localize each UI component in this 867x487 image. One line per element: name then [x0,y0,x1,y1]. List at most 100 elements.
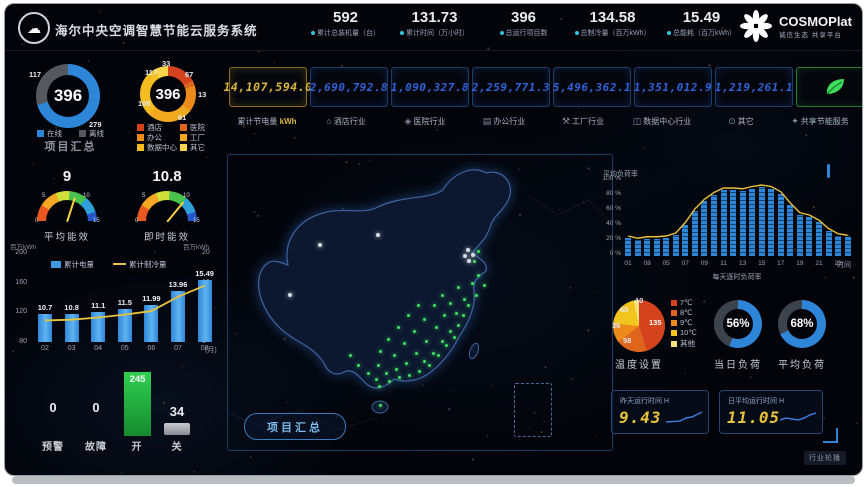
industry-carousel-note[interactable]: 行业轮播 [804,451,846,465]
legend-10c: 10℃ [671,328,697,337]
project-marker [482,283,486,287]
swatch [137,144,144,151]
avg-runtime-value: 11.05 [727,408,781,427]
project-marker [378,403,382,407]
swatch [137,124,144,131]
project-marker [424,339,428,343]
daily-load-value: 56% [726,318,750,330]
project-marker [462,297,466,301]
pie-9c-value: 36 [612,321,621,330]
swatch [137,134,144,141]
swatch [180,134,187,141]
daily-load-label: 当日负荷 [714,360,762,371]
brand-logo: COSMOPlat 诚信生态 共享平台 [739,9,852,43]
project-marker [440,293,444,297]
swatch [79,130,86,137]
scroll-indicator[interactable] [827,164,830,178]
fault-value: 0 [92,400,100,415]
load-bar [816,222,822,256]
project-marker-alt [318,243,322,247]
project-marker [356,363,360,367]
header-stats: 592 累计总装机量（台） 131.73 累计时间（万小时） 396 总运行项目… [301,8,749,38]
project-marker [386,337,390,341]
avg-runtime-title: 日平均运行时间 H [728,398,784,405]
industry-donut-total: 396 [155,85,181,103]
temperature-title: 温度设置 [615,360,663,371]
header: ☁ 海尔中央空调智慧节能云服务系统 592 累计总装机量（台） 131.73 累… [5,4,862,51]
load-bar [663,238,670,256]
kpi-other[interactable]: 1,219,261.1 [715,67,793,107]
legend-7c: 7℃ [671,298,693,307]
south-sea-inset [514,383,552,437]
china-map [228,169,610,431]
energy-bar [144,305,159,342]
yesterday-runtime-value: 9.43 [619,408,662,427]
energy-bar [197,279,212,342]
corner-bracket-decoration [823,428,838,443]
project-summary-button[interactable]: 项目汇总 [244,413,346,440]
project-marker [406,313,410,317]
load-bar [682,224,689,256]
avg-efficiency-value: 9 [62,168,72,185]
kpi-factory[interactable]: 5,496,362.1 [553,67,631,107]
project-marker [454,311,458,315]
kpi-green-service[interactable] [796,67,862,107]
project-marker [474,293,478,297]
daily-load-donut: 56% [714,300,762,348]
swatch [180,124,187,131]
load-bar [625,238,631,256]
project-marker [374,377,378,381]
project-marker [376,363,380,367]
app-logo: ☁ [18,12,50,44]
load-bar [749,188,756,256]
project-marker [470,281,474,285]
load-bar [844,237,851,256]
swatch [671,310,677,316]
online-donut-total: 396 [53,86,83,105]
line-swatch [113,263,126,265]
instant-efficiency-gauge [137,191,197,222]
load-bar [777,193,784,256]
off-status-bar [164,423,190,435]
project-marker [440,339,444,343]
seg-office: 61 [178,113,187,122]
project-marker [377,384,381,388]
load-bar [825,230,832,256]
kpi-total-savings[interactable]: 14,107,594.0 [223,67,312,107]
kpi-datacenter[interactable]: 1,351,012.9 [634,67,712,107]
stat-cooling: 134.58 总制冷量（百万kWh） [568,8,657,38]
kpi-hospital[interactable]: 1,090,327.8 [391,67,469,107]
leaf-small-icon: ✦ [791,116,799,126]
project-marker-alt [463,254,467,258]
project-marker [448,329,452,333]
avg-load-donut: 68% [778,300,826,348]
avg-efficiency-gauge [37,191,97,222]
legend-cooling: 累计制冷量 [113,259,167,270]
industry-donut-chart: 396 [140,66,196,122]
kpi-row: 14,107,594.0 2,690,792.8 1,090,327.8 2,2… [223,67,862,107]
legend-8c: 8℃ [671,308,693,317]
other-icon: ⊙ [728,116,736,126]
china-outline [258,169,512,389]
project-marker [348,353,352,357]
kpi-hotel[interactable]: 2,690,792.8 [310,67,388,107]
seg-hospital: 13 [198,90,207,99]
total-savings-label: 累计节电量 [237,117,278,126]
off-label: 关 [171,442,183,453]
project-marker-alt [471,253,475,257]
china-map-panel: 项目汇总 [227,154,613,451]
project-marker [414,351,418,355]
bullet-icon [311,31,315,36]
time-axis-unit: 时间 [837,262,851,269]
datacenter-icon: ◫ [632,116,642,126]
project-marker [456,323,460,327]
load-bar [739,190,746,256]
kpi-office[interactable]: 2,259,771.3 [472,67,550,107]
seg-factory: 105 [138,99,151,108]
load-bar [806,217,813,256]
hainan-island [371,400,389,414]
sparkline [779,412,817,421]
pie-7c-value: 135 [649,318,662,327]
project-marker [476,249,480,253]
project-marker-alt [466,248,470,252]
